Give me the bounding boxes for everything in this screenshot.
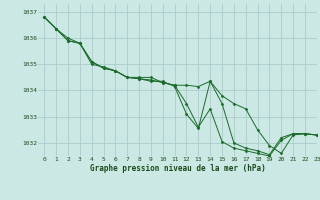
X-axis label: Graphe pression niveau de la mer (hPa): Graphe pression niveau de la mer (hPa) <box>90 164 266 173</box>
